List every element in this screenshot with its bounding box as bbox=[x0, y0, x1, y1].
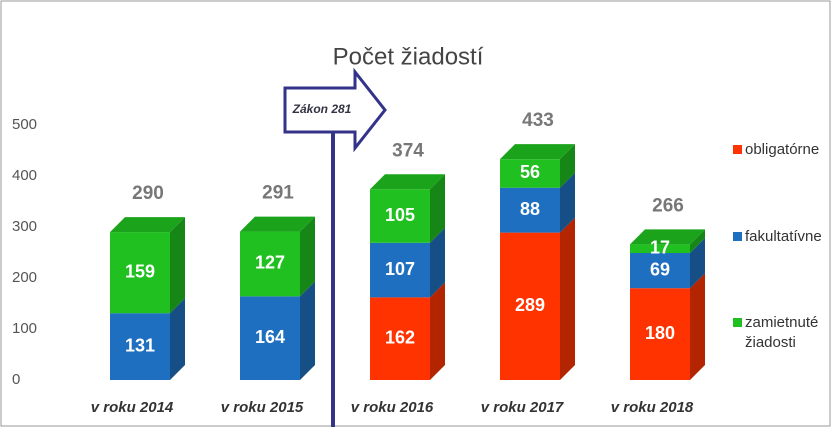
total-label: 433 bbox=[522, 110, 554, 131]
bar bbox=[500, 232, 560, 380]
bar-side bbox=[560, 217, 575, 380]
bar-top bbox=[500, 144, 575, 160]
annotation: Zákon 281 bbox=[292, 102, 352, 116]
bar-top bbox=[370, 174, 445, 190]
total-label: 266 bbox=[652, 195, 684, 216]
value-label: 131 bbox=[125, 335, 155, 355]
y-tick-label: 500 bbox=[12, 116, 37, 133]
value-label: 56 bbox=[520, 162, 540, 182]
bar bbox=[110, 232, 170, 314]
legend-swatch bbox=[733, 145, 742, 154]
value-label: 159 bbox=[125, 261, 155, 281]
bar bbox=[630, 253, 690, 289]
value-label: 107 bbox=[385, 259, 415, 279]
y-tick-label: 0 bbox=[12, 371, 20, 388]
bar-side bbox=[690, 238, 705, 289]
bar-top bbox=[110, 217, 185, 233]
legend-label: zamietnuté žiadosti bbox=[745, 314, 819, 351]
value-label: 17 bbox=[650, 237, 670, 257]
value-label: 105 bbox=[385, 205, 415, 225]
bar bbox=[240, 296, 300, 380]
total-label: 291 bbox=[262, 183, 294, 204]
bar-side bbox=[560, 144, 575, 188]
value-label: 162 bbox=[385, 327, 415, 347]
y-tick-label: 400 bbox=[12, 167, 37, 184]
legend-swatch bbox=[733, 232, 742, 241]
bar-side bbox=[170, 217, 185, 314]
total-label: 290 bbox=[132, 183, 164, 204]
value-label: 88 bbox=[520, 199, 540, 219]
y-tick-label: 200 bbox=[12, 269, 37, 286]
value-label: 289 bbox=[515, 295, 545, 315]
x-tick-label: v roku 2015 bbox=[221, 399, 304, 416]
value-label: 127 bbox=[255, 253, 285, 273]
bar-side bbox=[430, 227, 445, 298]
bar-side bbox=[690, 229, 705, 254]
bar bbox=[500, 159, 560, 188]
bar-side bbox=[560, 172, 575, 233]
bar bbox=[370, 297, 430, 380]
bar bbox=[630, 288, 690, 380]
chart-title: Počet žiadostí bbox=[333, 43, 484, 70]
x-tick-label: v roku 2018 bbox=[611, 399, 694, 416]
bar-top bbox=[630, 229, 705, 245]
x-tick-label: v roku 2016 bbox=[351, 399, 434, 416]
x-tick-label: v roku 2014 bbox=[91, 399, 174, 416]
bar bbox=[110, 313, 170, 380]
value-label: 69 bbox=[650, 259, 670, 279]
bar-side bbox=[170, 298, 185, 380]
legend-label: obligatórne bbox=[745, 141, 820, 158]
bar bbox=[630, 244, 690, 254]
y-tick-label: 300 bbox=[12, 218, 37, 235]
bar bbox=[240, 231, 300, 297]
bar-side bbox=[300, 216, 315, 297]
bar-side bbox=[430, 282, 445, 380]
total-label: 374 bbox=[392, 140, 424, 161]
bar-top bbox=[240, 216, 315, 232]
bar-side bbox=[430, 174, 445, 243]
bar-side bbox=[690, 273, 705, 380]
value-label: 180 bbox=[645, 323, 675, 343]
bar-side bbox=[300, 281, 315, 380]
legend-swatch bbox=[733, 318, 742, 327]
x-tick-label: v roku 2017 bbox=[481, 399, 564, 416]
law-arrow bbox=[283, 67, 387, 153]
bar bbox=[370, 189, 430, 243]
value-label: 164 bbox=[255, 327, 285, 347]
bar bbox=[370, 242, 430, 298]
y-tick-label: 100 bbox=[12, 320, 37, 337]
legend-label: fakultatívne bbox=[745, 228, 822, 245]
bar bbox=[500, 187, 560, 233]
